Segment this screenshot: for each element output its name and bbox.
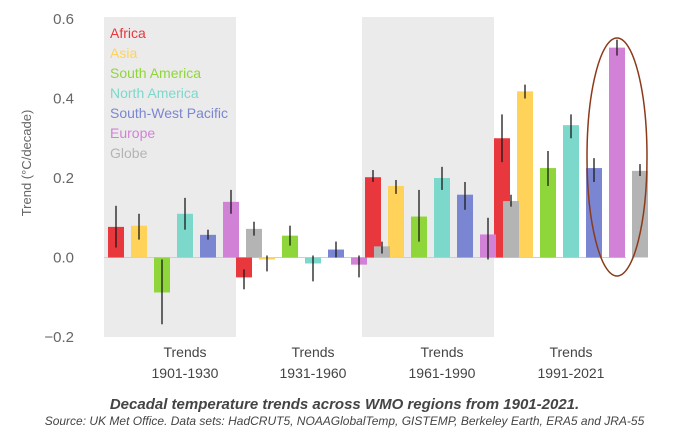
bar: [365, 177, 381, 258]
bars-layer: [108, 47, 648, 293]
legend-item: Asia: [110, 45, 137, 61]
bar: [609, 47, 625, 258]
legend: Africa Asia South America North America Sout…: [110, 25, 228, 161]
bar: [586, 168, 602, 258]
group-label: 1991-2021: [538, 365, 605, 381]
legend-item: Africa: [110, 25, 146, 41]
legend-item: South-West Pacific: [110, 105, 228, 121]
bar: [246, 228, 262, 258]
bar: [517, 91, 533, 258]
bar: [540, 168, 556, 258]
bar: [223, 201, 239, 258]
bar: [177, 213, 193, 258]
group-shading-layer: [104, 17, 494, 337]
bar: [434, 178, 450, 258]
highlight-ellipse: [586, 37, 648, 277]
legend-item: Europe: [110, 125, 155, 141]
bar-chart: −0.2 0.0 0.2 0.4 0.6 Trend (°C/decade) Trends…: [19, 11, 648, 381]
bar: [200, 234, 216, 258]
y-tick-label: 0.2: [53, 170, 74, 187]
bar: [457, 194, 473, 258]
bar: [388, 185, 404, 258]
error-bars-layer: [115, 39, 641, 325]
bar: [131, 225, 147, 258]
legend-item: Globe: [110, 145, 148, 161]
group-label: 1901-1930: [152, 365, 219, 381]
group-label-prefix: Trends: [420, 344, 463, 360]
y-tick-label: −0.2: [44, 329, 74, 346]
group-label-prefix: Trends: [549, 344, 592, 360]
group-label-prefix: Trends: [291, 344, 334, 360]
highlight-layer: [586, 37, 648, 277]
bar: [503, 201, 519, 258]
y-tick-label: 0.4: [53, 91, 74, 108]
group-label: 1931-1960: [280, 365, 347, 381]
bar: [632, 170, 648, 258]
bar: [236, 257, 252, 278]
legend-item: North America: [110, 85, 199, 101]
group-label-prefix: Trends: [163, 344, 206, 360]
chart-caption-title: Decadal temperature trends across WMO re…: [109, 396, 580, 413]
bar: [563, 125, 579, 258]
bar: [282, 235, 298, 258]
y-tick-label: 0.6: [53, 11, 74, 28]
group-labels: Trends 1901-1930 Trends 1931-1960 Trends 1961…: [152, 344, 605, 381]
group-label: 1961-1990: [409, 365, 476, 381]
y-axis-label: Trend (°C/decade): [19, 110, 34, 217]
legend-item: South America: [110, 65, 201, 81]
chart-caption-source: Source: UK Met Office. Data sets: HadCRU…: [44, 414, 645, 428]
group-shade-2: [362, 17, 494, 337]
y-tick-label: 0.0: [53, 250, 74, 267]
